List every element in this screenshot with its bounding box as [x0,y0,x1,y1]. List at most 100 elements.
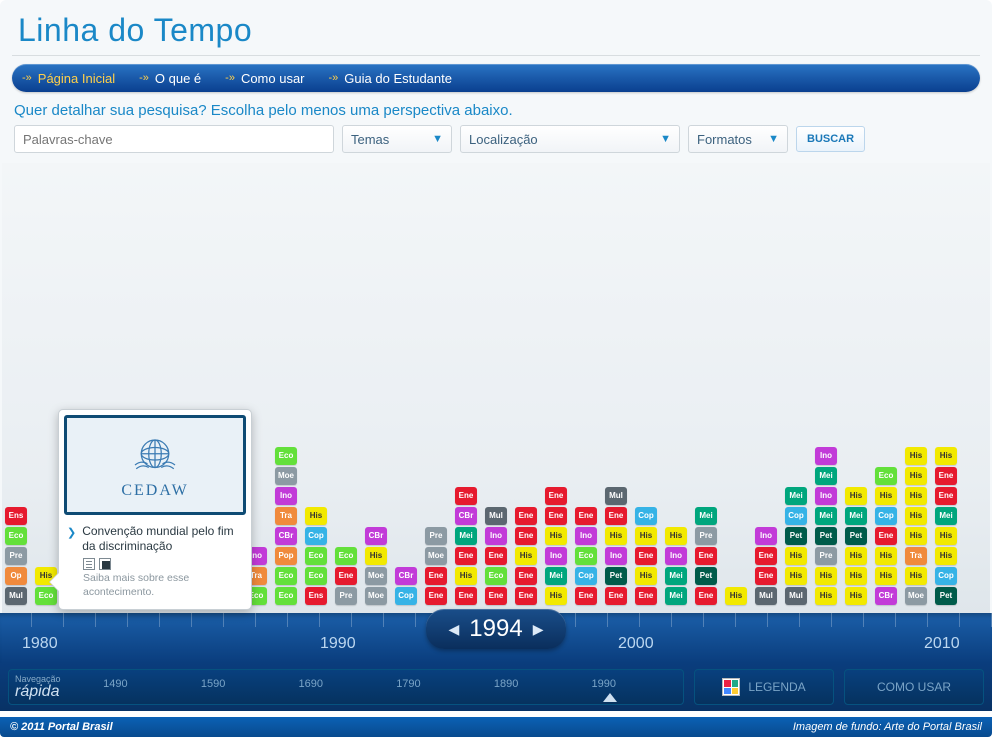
event-chip[interactable]: Ino [575,527,597,545]
quicknav-marker[interactable] [603,693,617,702]
event-chip[interactable]: Ene [755,547,777,565]
event-chip[interactable]: Tra [905,547,927,565]
event-chip[interactable]: His [935,447,957,465]
event-chip[interactable]: Mul [485,507,507,525]
event-chip[interactable]: Tra [275,507,297,525]
event-chip[interactable]: Pet [935,587,957,605]
event-chip[interactable]: Ens [5,507,27,525]
event-chip[interactable]: Eco [5,527,27,545]
event-chip[interactable]: Eco [275,567,297,585]
event-chip[interactable]: Ino [665,547,687,565]
event-chip[interactable]: Ene [515,507,537,525]
event-chip[interactable]: Pet [785,527,807,545]
event-chip[interactable]: Ino [755,527,777,545]
event-chip[interactable]: Pre [335,587,357,605]
event-chip[interactable]: Moe [905,587,927,605]
event-chip[interactable]: Moe [365,587,387,605]
event-chip[interactable]: Mul [785,587,807,605]
event-chip[interactable]: His [845,567,867,585]
event-chip[interactable]: Ino [485,527,507,545]
event-chip[interactable]: Pop [275,547,297,565]
event-chip[interactable]: Ino [545,547,567,565]
temas-dropdown[interactable]: Temas ▼ [342,125,452,153]
event-chip[interactable]: His [845,587,867,605]
event-chip[interactable]: Mei [785,487,807,505]
event-chip[interactable]: His [875,567,897,585]
event-chip[interactable]: Cop [785,507,807,525]
event-chip[interactable]: Ene [875,527,897,545]
event-chip[interactable]: His [935,547,957,565]
event-chip[interactable]: His [545,587,567,605]
event-chip[interactable]: His [935,527,957,545]
event-chip[interactable]: Ene [515,567,537,585]
event-chip[interactable]: Eco [875,467,897,485]
event-chip[interactable]: His [905,507,927,525]
keyword-input[interactable] [14,125,334,153]
event-chip[interactable]: His [725,587,747,605]
event-chip[interactable]: His [905,447,927,465]
event-chip[interactable]: Ene [485,547,507,565]
event-chip[interactable]: Ene [635,587,657,605]
event-chip[interactable]: His [905,567,927,585]
year-next-button[interactable]: ▶ [533,621,544,638]
text-format-icon[interactable] [83,558,95,570]
event-chip[interactable]: His [635,527,657,545]
year-prev-button[interactable]: ◀ [449,621,460,638]
event-chip[interactable]: Ene [545,487,567,505]
event-chip[interactable]: CBr [875,587,897,605]
event-chip[interactable]: Eco [305,567,327,585]
event-chip[interactable]: Mei [815,467,837,485]
event-chip[interactable]: Mei [665,567,687,585]
event-chip[interactable]: Eco [485,567,507,585]
event-chip[interactable]: Ene [455,547,477,565]
event-chip[interactable]: His [875,487,897,505]
event-chip[interactable]: CBr [455,507,477,525]
event-chip[interactable]: His [875,547,897,565]
event-chip[interactable]: Mei [845,507,867,525]
event-chip[interactable]: Mei [815,507,837,525]
howto-button[interactable]: COMO USAR [844,669,984,705]
event-chip[interactable]: His [905,467,927,485]
event-chip[interactable]: His [365,547,387,565]
event-chip[interactable]: Ene [935,487,957,505]
event-chip[interactable]: Pre [815,547,837,565]
nav-item[interactable]: -»Página Inicial [22,71,115,86]
nav-item[interactable]: -»Como usar [225,71,304,86]
event-chip[interactable]: CBr [275,527,297,545]
event-chip[interactable]: Pet [605,567,627,585]
nav-item[interactable]: -»O que é [139,71,201,86]
event-chip[interactable]: Ene [545,507,567,525]
event-chip[interactable]: Op [5,567,27,585]
event-chip[interactable]: Pet [845,527,867,545]
event-chip[interactable]: His [905,487,927,505]
event-chip[interactable]: Eco [335,547,357,565]
event-chip[interactable]: His [665,527,687,545]
event-chip[interactable]: Mei [455,527,477,545]
event-chip[interactable]: His [455,567,477,585]
event-chip[interactable]: Ene [755,567,777,585]
event-chip[interactable]: His [635,567,657,585]
event-chip[interactable]: His [815,567,837,585]
event-chip[interactable]: His [845,487,867,505]
event-chip[interactable]: Mei [665,587,687,605]
event-chip[interactable]: Ene [935,467,957,485]
event-chip[interactable]: His [785,567,807,585]
event-chip[interactable]: Ene [575,587,597,605]
event-chip[interactable]: Cop [875,507,897,525]
event-chip[interactable]: Ino [275,487,297,505]
event-chip[interactable]: Ene [485,587,507,605]
event-chip[interactable]: Ene [515,527,537,545]
event-chip[interactable]: Ino [815,487,837,505]
event-chip[interactable]: Ino [605,547,627,565]
quick-nav[interactable]: Navegação rápida 14901590169017901890199… [8,669,684,705]
event-chip[interactable]: Ene [695,587,717,605]
event-chip[interactable]: His [515,547,537,565]
event-chip[interactable]: His [605,527,627,545]
event-chip[interactable]: Eco [305,547,327,565]
legend-button[interactable]: LEGENDA [694,669,834,705]
event-chip[interactable]: Ens [305,587,327,605]
event-chip[interactable]: His [845,547,867,565]
event-chip[interactable]: Cop [395,587,417,605]
event-chip[interactable]: Pet [695,567,717,585]
event-chip[interactable]: Pre [5,547,27,565]
